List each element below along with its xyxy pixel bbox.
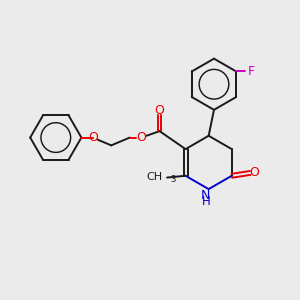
Text: O: O: [88, 131, 98, 144]
Text: CH: CH: [146, 172, 162, 182]
Text: H: H: [201, 195, 210, 208]
Text: 3: 3: [170, 175, 176, 184]
Text: O: O: [136, 131, 146, 144]
Text: O: O: [250, 167, 260, 179]
Text: N: N: [201, 189, 211, 202]
Text: F: F: [248, 65, 255, 78]
Text: O: O: [155, 104, 164, 117]
